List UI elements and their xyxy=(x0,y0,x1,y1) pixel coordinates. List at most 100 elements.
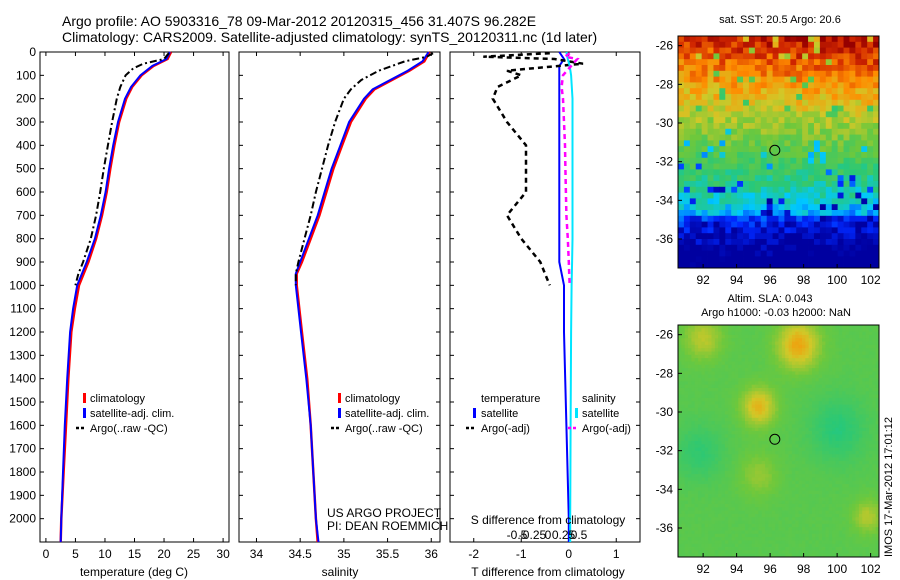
sla-cell xyxy=(751,338,756,342)
sla-cell xyxy=(721,344,726,349)
sst-cell xyxy=(784,99,791,106)
sst-cell xyxy=(772,169,779,176)
sla-cell xyxy=(845,441,850,445)
sla-cell xyxy=(701,474,706,478)
sla-cell xyxy=(832,331,836,336)
sla-cell xyxy=(791,381,796,386)
sla-cell xyxy=(728,414,732,419)
sla-cell xyxy=(688,391,692,395)
sla-cell xyxy=(728,427,732,432)
sla-cell xyxy=(825,325,830,329)
sla-cell xyxy=(808,447,813,452)
sla-cell xyxy=(704,467,709,472)
sla-map-title-2: Argo h1000: -0.03 h2000: NaN xyxy=(701,307,851,319)
sst-cell xyxy=(719,204,726,211)
sla-cell xyxy=(835,441,840,445)
sst-cell xyxy=(843,250,850,257)
sla-cell xyxy=(758,464,763,468)
sla-cell xyxy=(795,384,799,389)
sla-cell xyxy=(842,464,846,468)
sla-cell xyxy=(701,467,706,472)
sla-cell xyxy=(815,424,820,429)
sla-cell xyxy=(865,411,870,415)
sla-cell xyxy=(711,447,716,452)
sla-cell xyxy=(714,434,719,439)
sla-cell xyxy=(788,417,793,422)
sla-cell xyxy=(865,490,870,495)
sla-cell xyxy=(738,378,743,382)
sla-cell xyxy=(741,477,746,482)
sla-cell xyxy=(714,414,719,419)
sst-cell xyxy=(772,111,779,118)
sla-cell xyxy=(788,431,793,435)
sst-cell xyxy=(760,262,768,269)
sla-cell xyxy=(748,441,753,445)
sst-cell xyxy=(760,82,768,89)
sla-cell xyxy=(801,470,806,475)
sst-cell xyxy=(813,53,821,60)
sla-cell xyxy=(758,404,763,409)
sst-cell xyxy=(825,262,833,269)
sla-cell xyxy=(771,417,776,422)
sla-cell xyxy=(868,450,873,455)
sst-cell xyxy=(719,88,726,95)
sla-cell xyxy=(862,503,866,508)
sla-cell xyxy=(791,397,796,402)
sla-cell xyxy=(728,341,732,346)
sla-cell xyxy=(862,450,866,455)
sst-cell xyxy=(719,244,726,251)
sla-cell xyxy=(795,464,799,468)
sla-cell xyxy=(768,507,773,511)
sla-cell xyxy=(805,328,810,333)
sla-cell xyxy=(828,364,833,369)
sla-cell xyxy=(828,417,833,422)
sla-cell xyxy=(741,414,746,419)
sla-cell xyxy=(872,427,877,432)
sst-cell xyxy=(725,117,732,124)
sla-cell xyxy=(718,490,722,495)
sst-cell xyxy=(867,227,874,234)
legend-t-argo: Argo(-adj) xyxy=(481,423,530,435)
sst-cell xyxy=(867,210,874,217)
sla-cell xyxy=(704,450,709,455)
sla-cell xyxy=(691,484,696,488)
sla-cell xyxy=(868,477,873,482)
sla-cell xyxy=(825,391,830,395)
sla-cell xyxy=(684,510,689,515)
sla-cell xyxy=(745,351,749,356)
sla-cell xyxy=(734,427,739,432)
sla-cell xyxy=(838,407,843,412)
sla-cell xyxy=(761,460,766,465)
sla-cell xyxy=(822,331,826,336)
sla-cell xyxy=(724,484,729,488)
sst-cell xyxy=(760,210,768,217)
sla-cell xyxy=(795,394,799,399)
sst-cell xyxy=(760,163,768,170)
sla-cell xyxy=(781,454,786,458)
sla-cell xyxy=(688,387,692,392)
sst-cell xyxy=(855,76,862,83)
sla-cell xyxy=(734,503,739,508)
sla-cell xyxy=(765,500,769,505)
sla-cell xyxy=(868,484,873,488)
sla-cell xyxy=(868,361,873,366)
sla-cell xyxy=(758,507,763,511)
sla-cell xyxy=(768,368,773,372)
sla-cell xyxy=(812,394,816,399)
sla-cell xyxy=(812,414,816,419)
sst-cell xyxy=(737,65,744,72)
sst-cell xyxy=(695,163,703,170)
sla-cell xyxy=(832,500,836,505)
sst-cell xyxy=(873,70,880,77)
sla-cell xyxy=(781,401,786,405)
sla-cell xyxy=(761,444,766,449)
sla-cell xyxy=(701,487,706,492)
sst-cell xyxy=(867,250,874,257)
sla-cell xyxy=(791,484,796,488)
sla-cell xyxy=(818,480,823,485)
sla-cell xyxy=(761,474,766,478)
sla-cell xyxy=(818,470,823,475)
sst-cell xyxy=(748,36,756,43)
sla-cell xyxy=(822,384,826,389)
sst-cell xyxy=(695,244,703,251)
